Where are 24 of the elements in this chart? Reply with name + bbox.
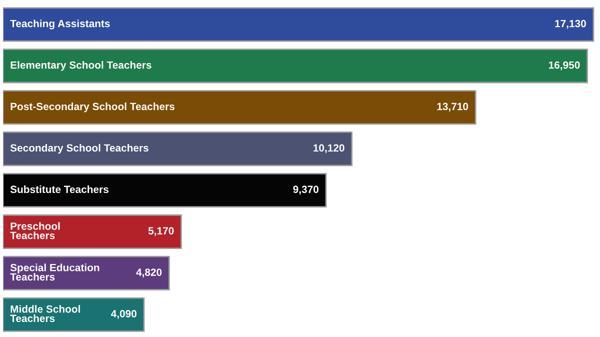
y-tick-label: Substitute Teachers [10, 185, 108, 194]
data-label: 9,370 [293, 186, 318, 195]
bar [3, 7, 594, 42]
y-tick-label: Teaching Assistants [10, 20, 110, 30]
bar [3, 297, 145, 332]
bar [3, 48, 588, 84]
bar [3, 172, 327, 208]
bar [3, 214, 182, 249]
data-label: 4,090 [110, 310, 136, 319]
y-tick-label: Middle School Teachers [10, 305, 80, 322]
y-tick-label: Preschool Teachers [10, 222, 60, 240]
data-label: 10,120 [314, 144, 344, 154]
y-tick-label: Secondary School Teachers [10, 144, 148, 154]
data-label: 5,170 [148, 227, 174, 236]
y-tick-label: Elementary School Teachers [10, 61, 152, 71]
y-tick-label: Post-Secondary School Teachers [10, 102, 174, 112]
bar [3, 256, 170, 290]
bar [3, 90, 476, 125]
bar [3, 132, 353, 166]
data-label: 13,710 [437, 102, 468, 112]
data-label: 17,130 [555, 20, 586, 29]
y-tick-label: Special Education Teachers [10, 264, 100, 281]
data-label: 16,950 [548, 61, 580, 70]
data-label: 4,820 [136, 268, 162, 278]
